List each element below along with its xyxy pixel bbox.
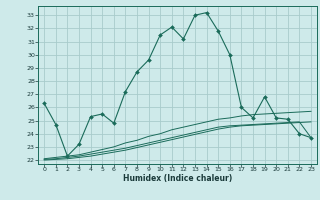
- X-axis label: Humidex (Indice chaleur): Humidex (Indice chaleur): [123, 174, 232, 183]
